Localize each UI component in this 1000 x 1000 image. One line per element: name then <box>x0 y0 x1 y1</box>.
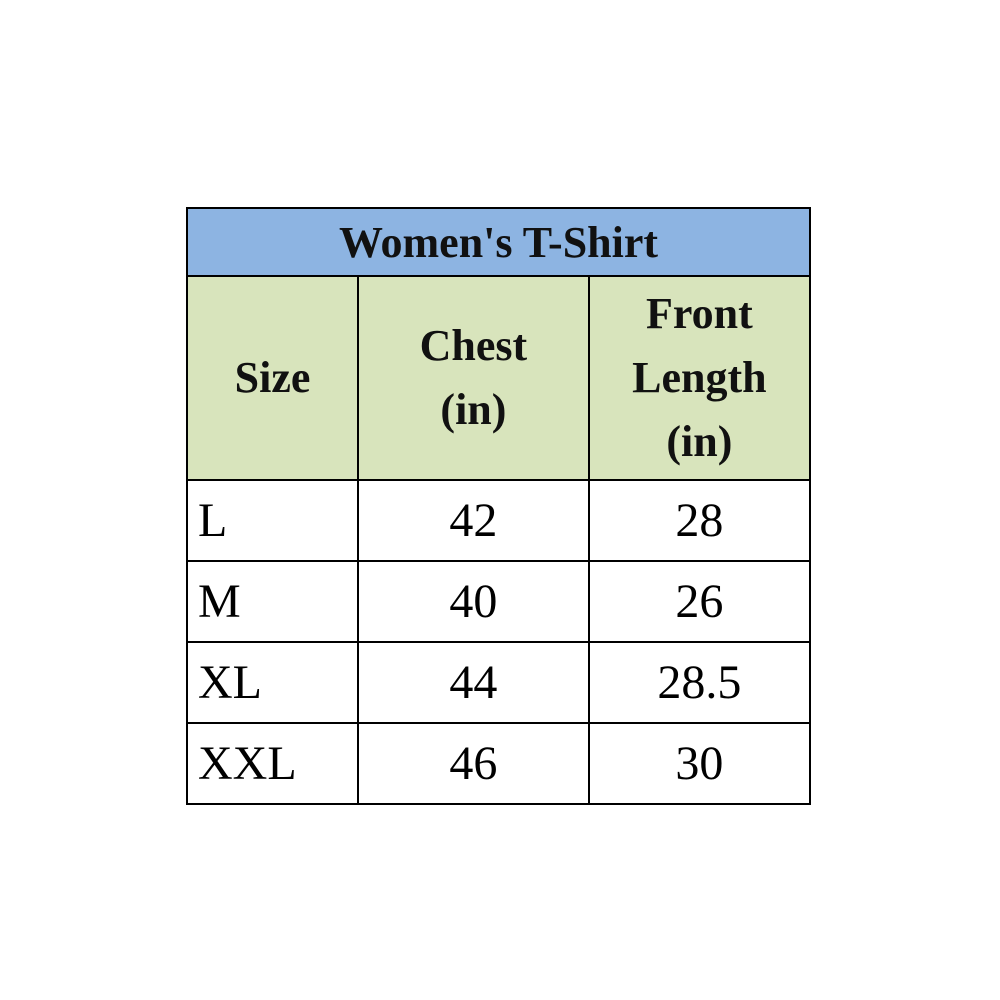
table-row: M 40 26 <box>185 560 812 643</box>
cell-front-length: 26 <box>587 560 812 643</box>
table-row: XXL 46 30 <box>185 722 812 805</box>
size-chart-table: Women's T-Shirt Size Chest (in) Front Le… <box>185 207 812 805</box>
cell-front-length: 28.5 <box>587 641 812 724</box>
cell-size: M <box>185 560 360 643</box>
cell-size: XXL <box>185 722 360 805</box>
cell-chest: 46 <box>357 722 590 805</box>
cell-size: L <box>185 479 360 562</box>
cell-chest: 42 <box>357 479 590 562</box>
cell-chest: 44 <box>357 641 590 724</box>
cell-size: XL <box>185 641 360 724</box>
cell-chest: 40 <box>357 560 590 643</box>
table-title: Women's T-Shirt <box>186 207 811 277</box>
header-size: Size <box>185 275 360 481</box>
header-front-length: Front Length (in) <box>587 275 812 481</box>
table-row: XL 44 28.5 <box>185 641 812 724</box>
header-row: Size Chest (in) Front Length (in) <box>185 275 812 481</box>
cell-front-length: 30 <box>587 722 812 805</box>
table-row: L 42 28 <box>185 479 812 562</box>
header-chest: Chest (in) <box>357 275 590 481</box>
cell-front-length: 28 <box>587 479 812 562</box>
